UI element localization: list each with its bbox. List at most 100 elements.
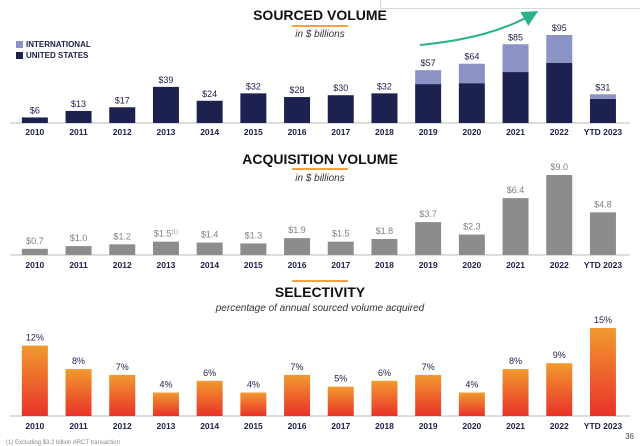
sourced-value-label: $85	[508, 32, 523, 42]
acquisition-value-label: $1.9	[288, 225, 306, 235]
acquisition-value-label: $9.0	[550, 162, 568, 172]
acquisition-tick-label: 2018	[375, 260, 394, 270]
selectivity-tick-label: 2012	[113, 421, 132, 431]
selectivity-bar	[589, 328, 616, 416]
selectivity-value-label: 7%	[291, 362, 304, 372]
acquisition-bar	[21, 248, 48, 255]
acquisition-bar	[371, 239, 398, 255]
sourced-tick-label: 2012	[113, 127, 132, 137]
acquisition-title-underline	[292, 168, 348, 170]
selectivity-bar	[152, 392, 179, 416]
acquisition-bar	[240, 243, 267, 255]
acquisition-bar	[65, 246, 92, 255]
sourced-title: SOURCED VOLUME	[253, 7, 387, 23]
acquisition-tick-label: 2014	[200, 260, 219, 270]
acquisition-tick-label: 2019	[419, 260, 438, 270]
sourced-tick-label: 2011	[69, 127, 88, 137]
sourced-tick-label: 2010	[25, 127, 44, 137]
sourced-tick-label: 2017	[331, 127, 350, 137]
sourced-value-label: $13	[71, 99, 86, 109]
sourced-value-label: $24	[202, 89, 217, 99]
selectivity-value-label: 8%	[509, 356, 522, 366]
sourced-bar-us	[240, 93, 267, 123]
acquisition-tick-label: 2012	[113, 260, 132, 270]
acquisition-tick-label: 2022	[550, 260, 569, 270]
selectivity-tick-label: 2017	[331, 421, 350, 431]
acquisition-tick-label: 2010	[25, 260, 44, 270]
selectivity-tick-label: YTD 2023	[584, 421, 623, 431]
selectivity-title-underline	[292, 280, 348, 282]
sourced-bar-us	[152, 86, 179, 123]
sourced-value-label: $64	[464, 52, 479, 62]
sourced-bar-us	[502, 72, 529, 123]
selectivity-tick-label: 2014	[200, 421, 219, 431]
legend-united-states: UNITED STATES	[16, 51, 88, 60]
acquisition-bar	[152, 241, 179, 255]
selectivity-value-label: 4%	[159, 380, 172, 390]
sourced-bar-us	[65, 110, 92, 123]
sourced-value-label: $32	[377, 81, 392, 91]
sourced-value-label: $31	[595, 82, 610, 92]
sourced-value-label: $32	[246, 81, 261, 91]
selectivity-bar	[502, 369, 529, 416]
selectivity-tick-label: 2018	[375, 421, 394, 431]
acquisition-tick-label: YTD 2023	[584, 260, 623, 270]
sourced-tick-label: 2021	[506, 127, 525, 137]
selectivity-bar	[21, 345, 48, 416]
sourced-bar-us	[109, 107, 136, 123]
acquisition-bar	[327, 241, 354, 255]
sourced-tick-label: 2018	[375, 127, 394, 137]
acquisition-tick-label: 2015	[244, 260, 263, 270]
selectivity-value-label: 8%	[72, 356, 85, 366]
acquisition-tick-label: 2011	[69, 260, 88, 270]
page-number: 36	[625, 432, 634, 441]
sourced-title-underline	[292, 25, 348, 27]
sourced-bar-us	[371, 93, 398, 123]
legend-international-label: INTERNATIONAL	[26, 40, 91, 49]
selectivity-value-label: 4%	[465, 380, 478, 390]
selectivity-value-label: 6%	[203, 368, 216, 378]
selectivity-value-label: 5%	[334, 374, 347, 384]
selectivity-tick-label: 2013	[156, 421, 175, 431]
sourced-value-label: $28	[290, 85, 305, 95]
acquisition-bar	[589, 212, 616, 255]
acquisition-value-label: $1.4	[201, 230, 219, 240]
sourced-subtitle: in $ billions	[295, 29, 345, 40]
selectivity-tick-label: 2015	[244, 421, 263, 431]
sourced-tick-label: 2022	[550, 127, 569, 137]
selectivity-value-label: 4%	[247, 380, 260, 390]
acquisition-tick-label: 2017	[331, 260, 350, 270]
selectivity-bar	[546, 363, 573, 416]
selectivity-tick-label: 2019	[419, 421, 438, 431]
selectivity-bar	[371, 380, 398, 416]
sourced-bar-intl	[415, 70, 442, 85]
sourced-bar-us	[458, 83, 485, 123]
sourced-value-label: $17	[115, 95, 130, 105]
sourced-value-label: $57	[421, 58, 436, 68]
sourced-bar-us	[284, 97, 311, 123]
acquisition-value-label: $1.5(1)	[154, 229, 178, 239]
selectivity-bar	[458, 392, 485, 416]
acquisition-value-label: $0.7	[26, 236, 44, 246]
acquisition-tick-label: 2021	[506, 260, 525, 270]
selectivity-value-label: 6%	[378, 368, 391, 378]
sourced-bar-intl	[502, 44, 529, 73]
legend-international: INTERNATIONAL	[16, 40, 91, 49]
acquisition-bar	[196, 242, 223, 255]
sourced-bar-intl	[589, 94, 616, 99]
growth-arrow	[419, 11, 539, 46]
footnote: (1) Excluding $3.2 billion ARCT transact…	[6, 440, 120, 446]
sourced-value-label: $39	[158, 75, 173, 85]
selectivity-bar	[284, 374, 311, 416]
selectivity-tick-label: 2016	[288, 421, 307, 431]
sourced-value-label: $30	[333, 83, 348, 93]
acquisition-subtitle: in $ billions	[295, 173, 345, 184]
selectivity-tick-label: 2020	[462, 421, 481, 431]
footnote-marker: (1)	[171, 230, 178, 236]
selectivity-subtitle: percentage of annual sourced volume acqu…	[215, 303, 425, 314]
selectivity-value-label: 9%	[553, 350, 566, 360]
sourced-tick-label: 2014	[200, 127, 219, 137]
sourced-tick-label: 2019	[419, 127, 438, 137]
selectivity-bar	[65, 369, 92, 416]
